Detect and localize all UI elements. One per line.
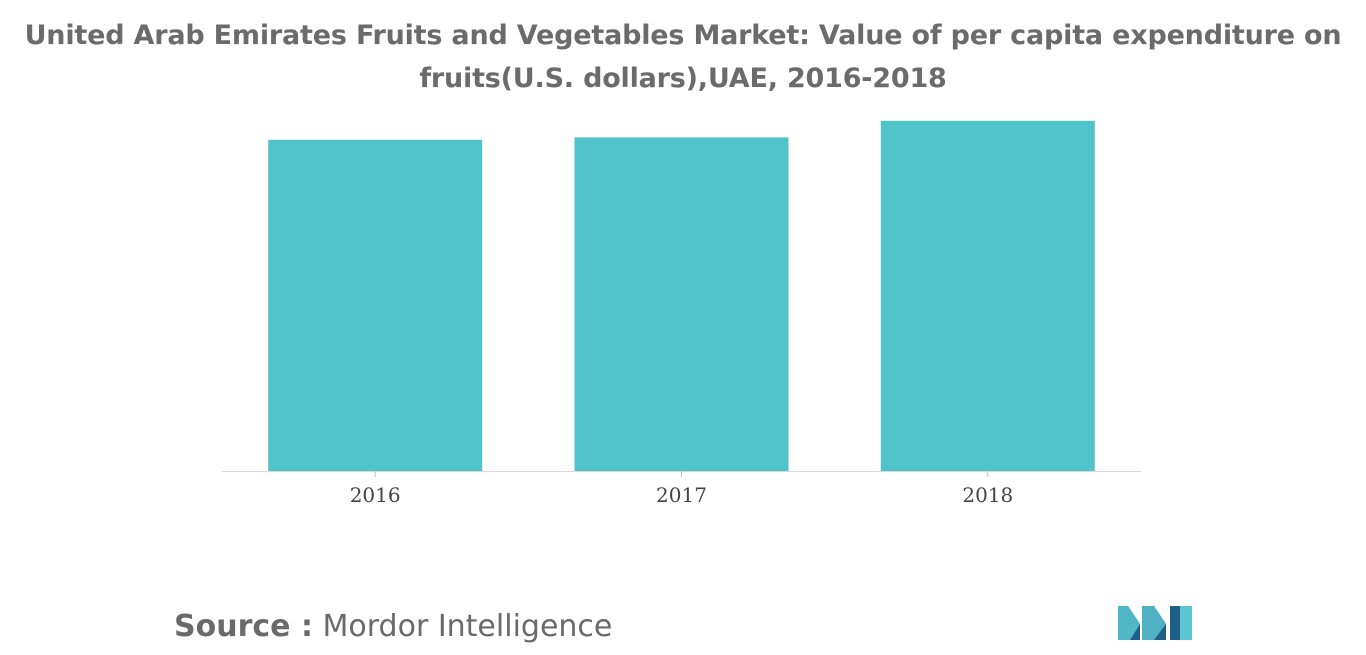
x-tick-label-2018: 2018: [962, 483, 1013, 507]
mordor-intelligence-logo: [1118, 606, 1192, 640]
source-label: Source :: [174, 609, 313, 644]
x-tick-label-2017: 2017: [656, 483, 707, 507]
x-tick-label-2016: 2016: [350, 483, 401, 507]
x-tick-labels-group: 2016 2017 2018: [350, 483, 1014, 507]
bar-2017: [574, 137, 789, 471]
bar-2018: [880, 120, 1095, 472]
chart-title-line-1: United Arab Emirates Fruits and Vegetabl…: [24, 20, 1342, 51]
source-note: Source : Mordor Intelligence: [174, 607, 612, 647]
x-ticks-group: [374, 471, 989, 477]
bar-2016: [268, 139, 483, 472]
bars-group: [268, 120, 1095, 472]
chart-title: United Arab Emirates Fruits and Vegetabl…: [0, 14, 1366, 100]
chart-title-line-2: fruits(U.S. dollars),UAE, 2016-2018: [419, 63, 947, 94]
source-name: Mordor Intelligence: [322, 609, 613, 644]
